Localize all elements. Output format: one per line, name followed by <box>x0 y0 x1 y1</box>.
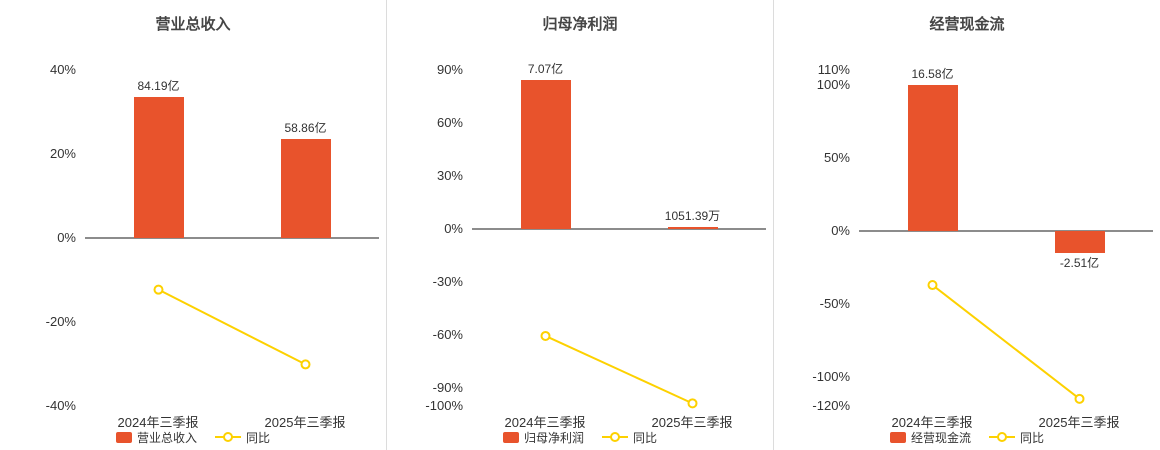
y-tick-label: 0% <box>831 222 850 238</box>
y-tick-label: -100% <box>425 398 463 413</box>
x-axis: 2024年三季报 2025年三季报 <box>472 412 766 430</box>
y-tick-label: 110% <box>817 62 850 77</box>
line-swatch-icon <box>602 432 628 443</box>
x-axis-label: 2025年三季报 <box>1038 415 1120 430</box>
bar-2024年三季报[interactable] <box>907 84 958 231</box>
y-axis: 90% 60% 30% 0% -30% -60% -90% -100% <box>387 62 463 413</box>
bar-swatch-icon <box>502 431 519 443</box>
bar-value-label: 58.86亿 <box>284 121 327 136</box>
yoy-marker[interactable] <box>1074 393 1085 404</box>
y-tick-label: 50% <box>823 149 850 165</box>
legend-item-line[interactable]: 同比 <box>215 429 270 446</box>
yoy-line-layer <box>927 280 1085 404</box>
bar-2024年三季报[interactable] <box>133 96 184 238</box>
y-tick-label: -50% <box>819 295 850 311</box>
legend-label: 营业总收入 <box>136 430 197 445</box>
zero-axis-line <box>859 229 1153 232</box>
y-tick-label: -20% <box>45 314 76 329</box>
y-axis: 40% 20% 0% -20% -40% <box>0 62 76 413</box>
x-axis-label: 2024年三季报 <box>117 415 199 430</box>
legend-item-bar[interactable]: 经营现金流 <box>889 429 971 446</box>
bar-swatch-icon <box>115 431 132 443</box>
legend-item-line[interactable]: 同比 <box>602 429 657 446</box>
chart-title: 归母净利润 <box>542 16 618 33</box>
plot-area: 7.07亿 1051.39万 <box>472 63 766 409</box>
chart-title: 营业总收入 <box>155 16 231 33</box>
yoy-marker[interactable] <box>153 284 164 295</box>
yoy-line <box>931 284 1081 400</box>
chart-panel-revenue: 营业总收入 40% 20% 0% -20% -40% 84.19亿 58.86亿 2024… <box>0 0 386 450</box>
y-tick-label: -100% <box>812 368 850 384</box>
y-tick-label: 30% <box>436 168 463 184</box>
zero-axis-line <box>85 237 379 239</box>
chart-panel-cash-flow: 经营现金流 110% 100% 50% 0% -50% -100% -120% 16.58亿… <box>773 0 1160 450</box>
y-tick-label: -30% <box>432 274 463 290</box>
bar-2025年三季报[interactable] <box>667 226 718 230</box>
legend: 归母净利润 同比 <box>387 429 773 445</box>
yoy-line-layer <box>153 284 311 370</box>
bar-2024年三季报[interactable] <box>520 80 571 230</box>
yoy-line <box>545 335 693 405</box>
x-axis-label: 2025年三季报 <box>651 415 733 430</box>
legend-label: 同比 <box>1020 430 1045 445</box>
y-tick-label: -90% <box>432 380 463 396</box>
y-tick-label: 90% <box>436 62 463 77</box>
y-tick-label: -60% <box>432 327 463 343</box>
x-axis-label: 2024年三季报 <box>891 415 973 430</box>
bar-2025年三季报[interactable] <box>280 139 331 238</box>
y-tick-label: 100% <box>816 76 850 92</box>
legend-label: 经营现金流 <box>910 430 971 445</box>
plot-area: 16.58亿 -2.51亿 <box>859 66 1153 406</box>
yoy-line <box>158 288 306 366</box>
legend: 经营现金流 同比 <box>774 429 1160 445</box>
legend-item-bar[interactable]: 营业总收入 <box>115 429 197 446</box>
yoy-marker[interactable] <box>540 330 551 341</box>
y-tick-label: 20% <box>49 146 76 161</box>
legend: 营业总收入 同比 <box>0 429 386 445</box>
legend-label: 归母净利润 <box>523 430 584 445</box>
legend-item-line[interactable]: 同比 <box>989 429 1044 446</box>
bar-value-label: 16.58亿 <box>911 66 954 81</box>
yoy-marker[interactable] <box>687 398 698 409</box>
x-axis-label: 2024年三季报 <box>504 415 586 430</box>
bar-swatch-icon <box>889 431 906 443</box>
x-axis: 2024年三季报 2025年三季报 <box>859 412 1153 430</box>
line-swatch-icon <box>989 432 1015 443</box>
yoy-marker[interactable] <box>927 280 938 291</box>
bar-value-label: -2.51亿 <box>1059 255 1100 270</box>
legend-label: 同比 <box>633 430 658 445</box>
yoy-line-layer <box>540 330 698 409</box>
y-tick-label: 0% <box>444 221 463 237</box>
y-tick-label: 40% <box>49 62 76 77</box>
legend-item-bar[interactable]: 归母净利润 <box>502 429 584 446</box>
line-swatch-icon <box>215 432 241 443</box>
x-axis: 2024年三季报 2025年三季报 <box>85 412 379 430</box>
zero-axis-line <box>472 228 766 231</box>
bar-2025年三季报[interactable] <box>1054 230 1105 253</box>
chart-title: 经营现金流 <box>929 16 1005 33</box>
bar-value-label: 1051.39万 <box>664 208 721 223</box>
bar-value-label: 84.19亿 <box>137 78 180 93</box>
plot-area: 84.19亿 58.86亿 <box>85 70 379 406</box>
legend-label: 同比 <box>246 430 271 445</box>
yoy-marker[interactable] <box>300 359 311 370</box>
y-tick-label: -40% <box>45 398 76 413</box>
y-tick-label: -120% <box>812 398 850 413</box>
y-tick-label: 0% <box>57 230 76 245</box>
chart-panel-net-profit: 归母净利润 90% 60% 30% 0% -30% -60% -90% -100% 7.07亿… <box>386 0 773 450</box>
x-axis-label: 2025年三季报 <box>264 415 346 430</box>
bar-value-label: 7.07亿 <box>527 62 564 77</box>
y-axis: 110% 100% 50% 0% -50% -100% -120% <box>774 62 850 413</box>
y-tick-label: 60% <box>436 115 463 131</box>
